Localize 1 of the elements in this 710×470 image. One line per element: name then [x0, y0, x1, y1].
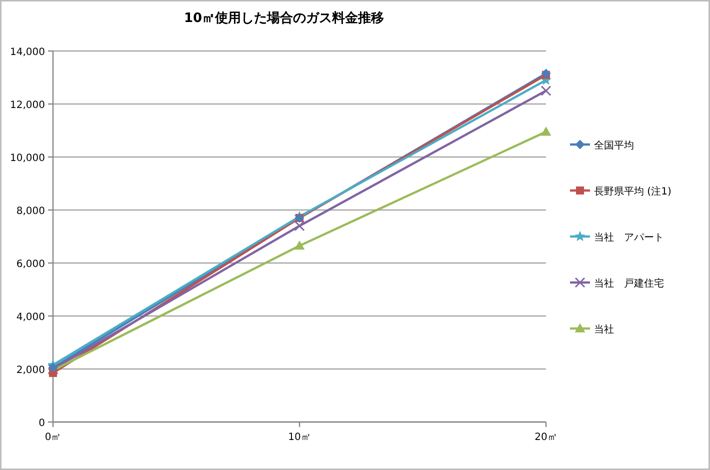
title: 10㎡使用した場合のガス料金推移: [184, 11, 384, 26]
